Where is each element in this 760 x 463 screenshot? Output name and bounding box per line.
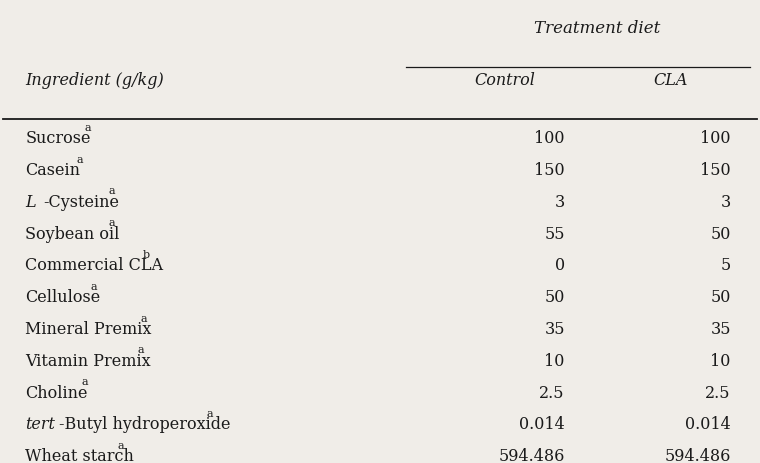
Text: 50: 50 <box>711 225 731 242</box>
Text: Mineral Premix: Mineral Premix <box>25 320 152 338</box>
Text: -Cysteine: -Cysteine <box>43 194 119 211</box>
Text: Commercial CLA: Commercial CLA <box>25 257 163 274</box>
Text: a: a <box>207 408 213 418</box>
Text: a: a <box>84 123 91 132</box>
Text: 10: 10 <box>544 352 565 369</box>
Text: 0.014: 0.014 <box>519 415 565 432</box>
Text: Cellulose: Cellulose <box>25 288 100 306</box>
Text: L: L <box>25 194 36 211</box>
Text: Control: Control <box>474 72 535 88</box>
Text: a: a <box>109 218 115 228</box>
Text: -Butyl hydroperoxide: -Butyl hydroperoxide <box>59 415 230 432</box>
Text: 35: 35 <box>544 320 565 338</box>
Text: 100: 100 <box>534 130 565 147</box>
Text: 50: 50 <box>544 288 565 306</box>
Text: a: a <box>137 344 144 355</box>
Text: a: a <box>141 313 147 323</box>
Text: tert: tert <box>25 415 55 432</box>
Text: a: a <box>77 154 84 164</box>
Text: Casein: Casein <box>25 162 81 179</box>
Text: Soybean oil: Soybean oil <box>25 225 120 242</box>
Text: Vitamin Premix: Vitamin Premix <box>25 352 151 369</box>
Text: 5: 5 <box>720 257 731 274</box>
Text: Ingredient (g/kg): Ingredient (g/kg) <box>25 72 164 88</box>
Text: a: a <box>118 440 124 450</box>
Text: 594.486: 594.486 <box>499 447 565 463</box>
Text: 150: 150 <box>700 162 731 179</box>
Text: 10: 10 <box>711 352 731 369</box>
Text: CLA: CLA <box>654 72 688 88</box>
Text: b: b <box>142 250 150 259</box>
Text: 100: 100 <box>700 130 731 147</box>
Text: 594.486: 594.486 <box>664 447 731 463</box>
Text: Treatment diet: Treatment diet <box>534 19 660 37</box>
Text: 0.014: 0.014 <box>685 415 731 432</box>
Text: Sucrose: Sucrose <box>25 130 91 147</box>
Text: Wheat starch: Wheat starch <box>25 447 135 463</box>
Text: a: a <box>90 281 97 291</box>
Text: a: a <box>109 186 115 196</box>
Text: 35: 35 <box>711 320 731 338</box>
Text: Choline: Choline <box>25 384 88 401</box>
Text: 0: 0 <box>555 257 565 274</box>
Text: 50: 50 <box>711 288 731 306</box>
Text: 2.5: 2.5 <box>540 384 565 401</box>
Text: a: a <box>81 376 88 386</box>
Text: 55: 55 <box>544 225 565 242</box>
Text: 150: 150 <box>534 162 565 179</box>
Text: 2.5: 2.5 <box>705 384 731 401</box>
Text: 3: 3 <box>720 194 731 211</box>
Text: 3: 3 <box>555 194 565 211</box>
